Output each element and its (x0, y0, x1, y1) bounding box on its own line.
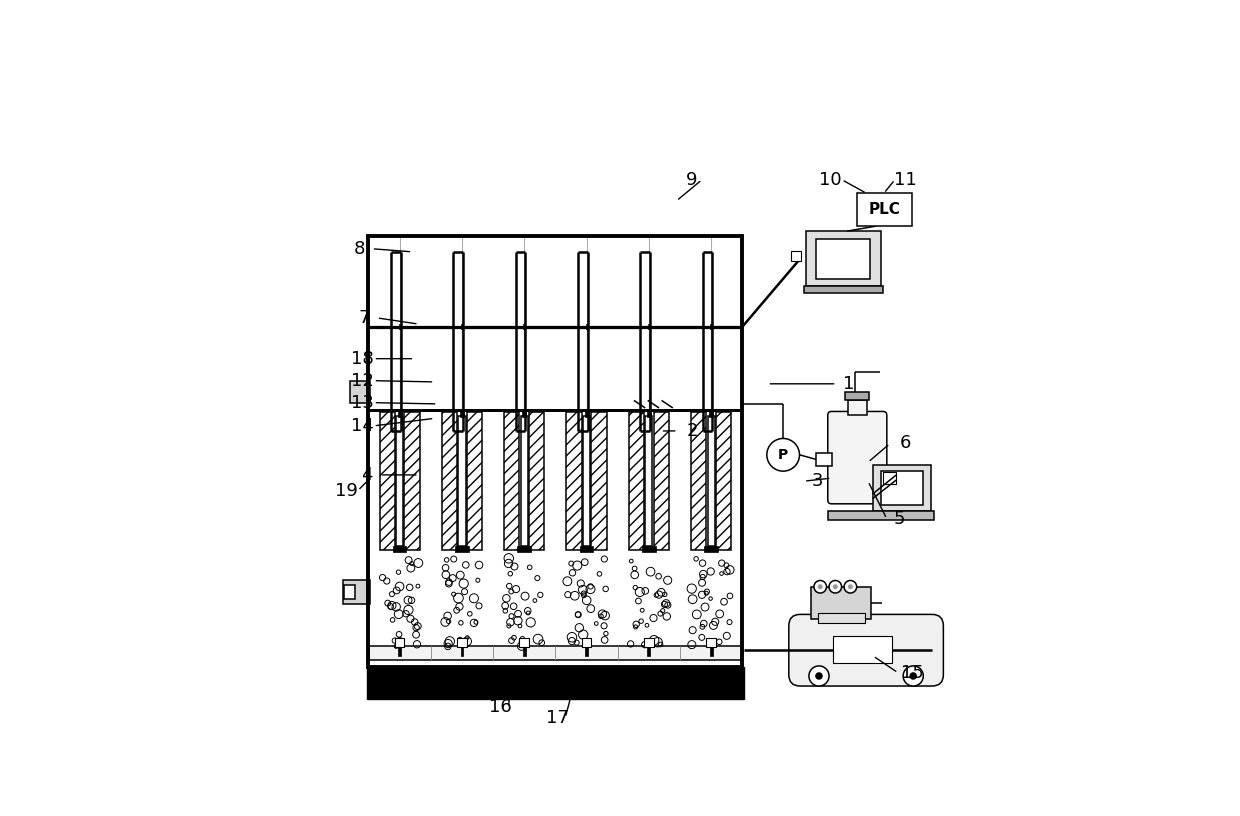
Text: 13: 13 (351, 393, 373, 411)
Bar (629, 412, 644, 551)
Bar (645, 416, 652, 547)
Bar (398, 411, 402, 417)
Circle shape (817, 584, 822, 589)
Text: 19: 19 (335, 481, 358, 499)
Text: 6: 6 (900, 434, 911, 453)
Bar (883, 472, 895, 484)
Bar (804, 286, 883, 293)
Bar (583, 416, 590, 547)
Bar (647, 411, 651, 417)
Bar (404, 412, 419, 551)
Bar (567, 412, 582, 551)
Text: 17: 17 (546, 709, 568, 727)
Bar (708, 416, 714, 547)
Bar (368, 236, 743, 667)
Bar (811, 587, 872, 619)
FancyBboxPatch shape (789, 614, 944, 686)
Bar (455, 547, 469, 552)
Bar (647, 647, 650, 657)
Bar (584, 411, 589, 417)
Text: 7: 7 (358, 308, 370, 327)
Bar (591, 412, 606, 551)
Circle shape (844, 580, 857, 593)
Bar (857, 193, 911, 226)
Bar (505, 412, 520, 551)
Text: 8: 8 (353, 240, 365, 258)
Bar (873, 465, 931, 512)
Text: 5: 5 (894, 510, 905, 528)
Circle shape (833, 584, 838, 589)
Bar (882, 471, 923, 505)
Bar (582, 638, 591, 647)
Bar (846, 392, 869, 400)
Bar (816, 453, 832, 466)
Bar (691, 412, 707, 551)
Bar (642, 547, 656, 552)
Text: 1: 1 (843, 375, 854, 392)
Bar (653, 412, 668, 551)
Bar (393, 547, 407, 552)
Circle shape (766, 438, 800, 471)
Text: 11: 11 (894, 171, 918, 188)
Bar (459, 416, 465, 547)
Bar (441, 412, 458, 551)
Text: PLC: PLC (868, 202, 900, 217)
Circle shape (815, 672, 822, 680)
Bar (848, 400, 867, 415)
Bar (521, 416, 528, 547)
Bar (396, 416, 403, 547)
Bar (350, 381, 370, 403)
Bar (709, 411, 713, 417)
Text: P: P (777, 448, 789, 462)
Text: 10: 10 (818, 171, 842, 188)
Bar (522, 411, 526, 417)
Bar (644, 638, 653, 647)
Bar (523, 647, 526, 657)
Text: 12: 12 (351, 371, 373, 390)
Bar (817, 613, 864, 623)
Bar (816, 238, 870, 279)
Bar (833, 636, 893, 663)
Bar (520, 638, 529, 647)
Text: 14: 14 (351, 417, 373, 435)
Bar (806, 231, 880, 286)
Bar (709, 647, 713, 657)
Bar (704, 547, 718, 552)
Circle shape (909, 672, 918, 680)
Bar (466, 412, 482, 551)
Text: 2: 2 (686, 422, 698, 440)
Bar (715, 412, 732, 551)
Text: 18: 18 (351, 350, 373, 368)
Bar (367, 667, 744, 699)
Bar (398, 647, 401, 657)
Text: 3: 3 (812, 472, 823, 490)
Bar (370, 646, 742, 660)
Bar (343, 585, 356, 599)
Bar (460, 647, 464, 657)
Circle shape (830, 580, 842, 593)
Text: 16: 16 (489, 698, 512, 716)
Circle shape (813, 580, 827, 593)
Bar (580, 547, 594, 552)
Bar (517, 547, 531, 552)
Bar (460, 411, 464, 417)
Bar (458, 638, 466, 647)
Bar (585, 647, 588, 657)
Bar (707, 638, 715, 647)
Circle shape (808, 666, 830, 686)
Bar (791, 251, 801, 261)
Bar (529, 412, 544, 551)
FancyBboxPatch shape (828, 411, 887, 503)
Circle shape (848, 584, 853, 589)
Bar (379, 412, 394, 551)
Text: 15: 15 (900, 664, 924, 682)
Circle shape (903, 666, 924, 686)
Text: 9: 9 (686, 171, 698, 188)
Text: 4: 4 (361, 466, 372, 484)
Bar (394, 638, 404, 647)
Bar (828, 512, 934, 520)
Bar (343, 580, 370, 604)
